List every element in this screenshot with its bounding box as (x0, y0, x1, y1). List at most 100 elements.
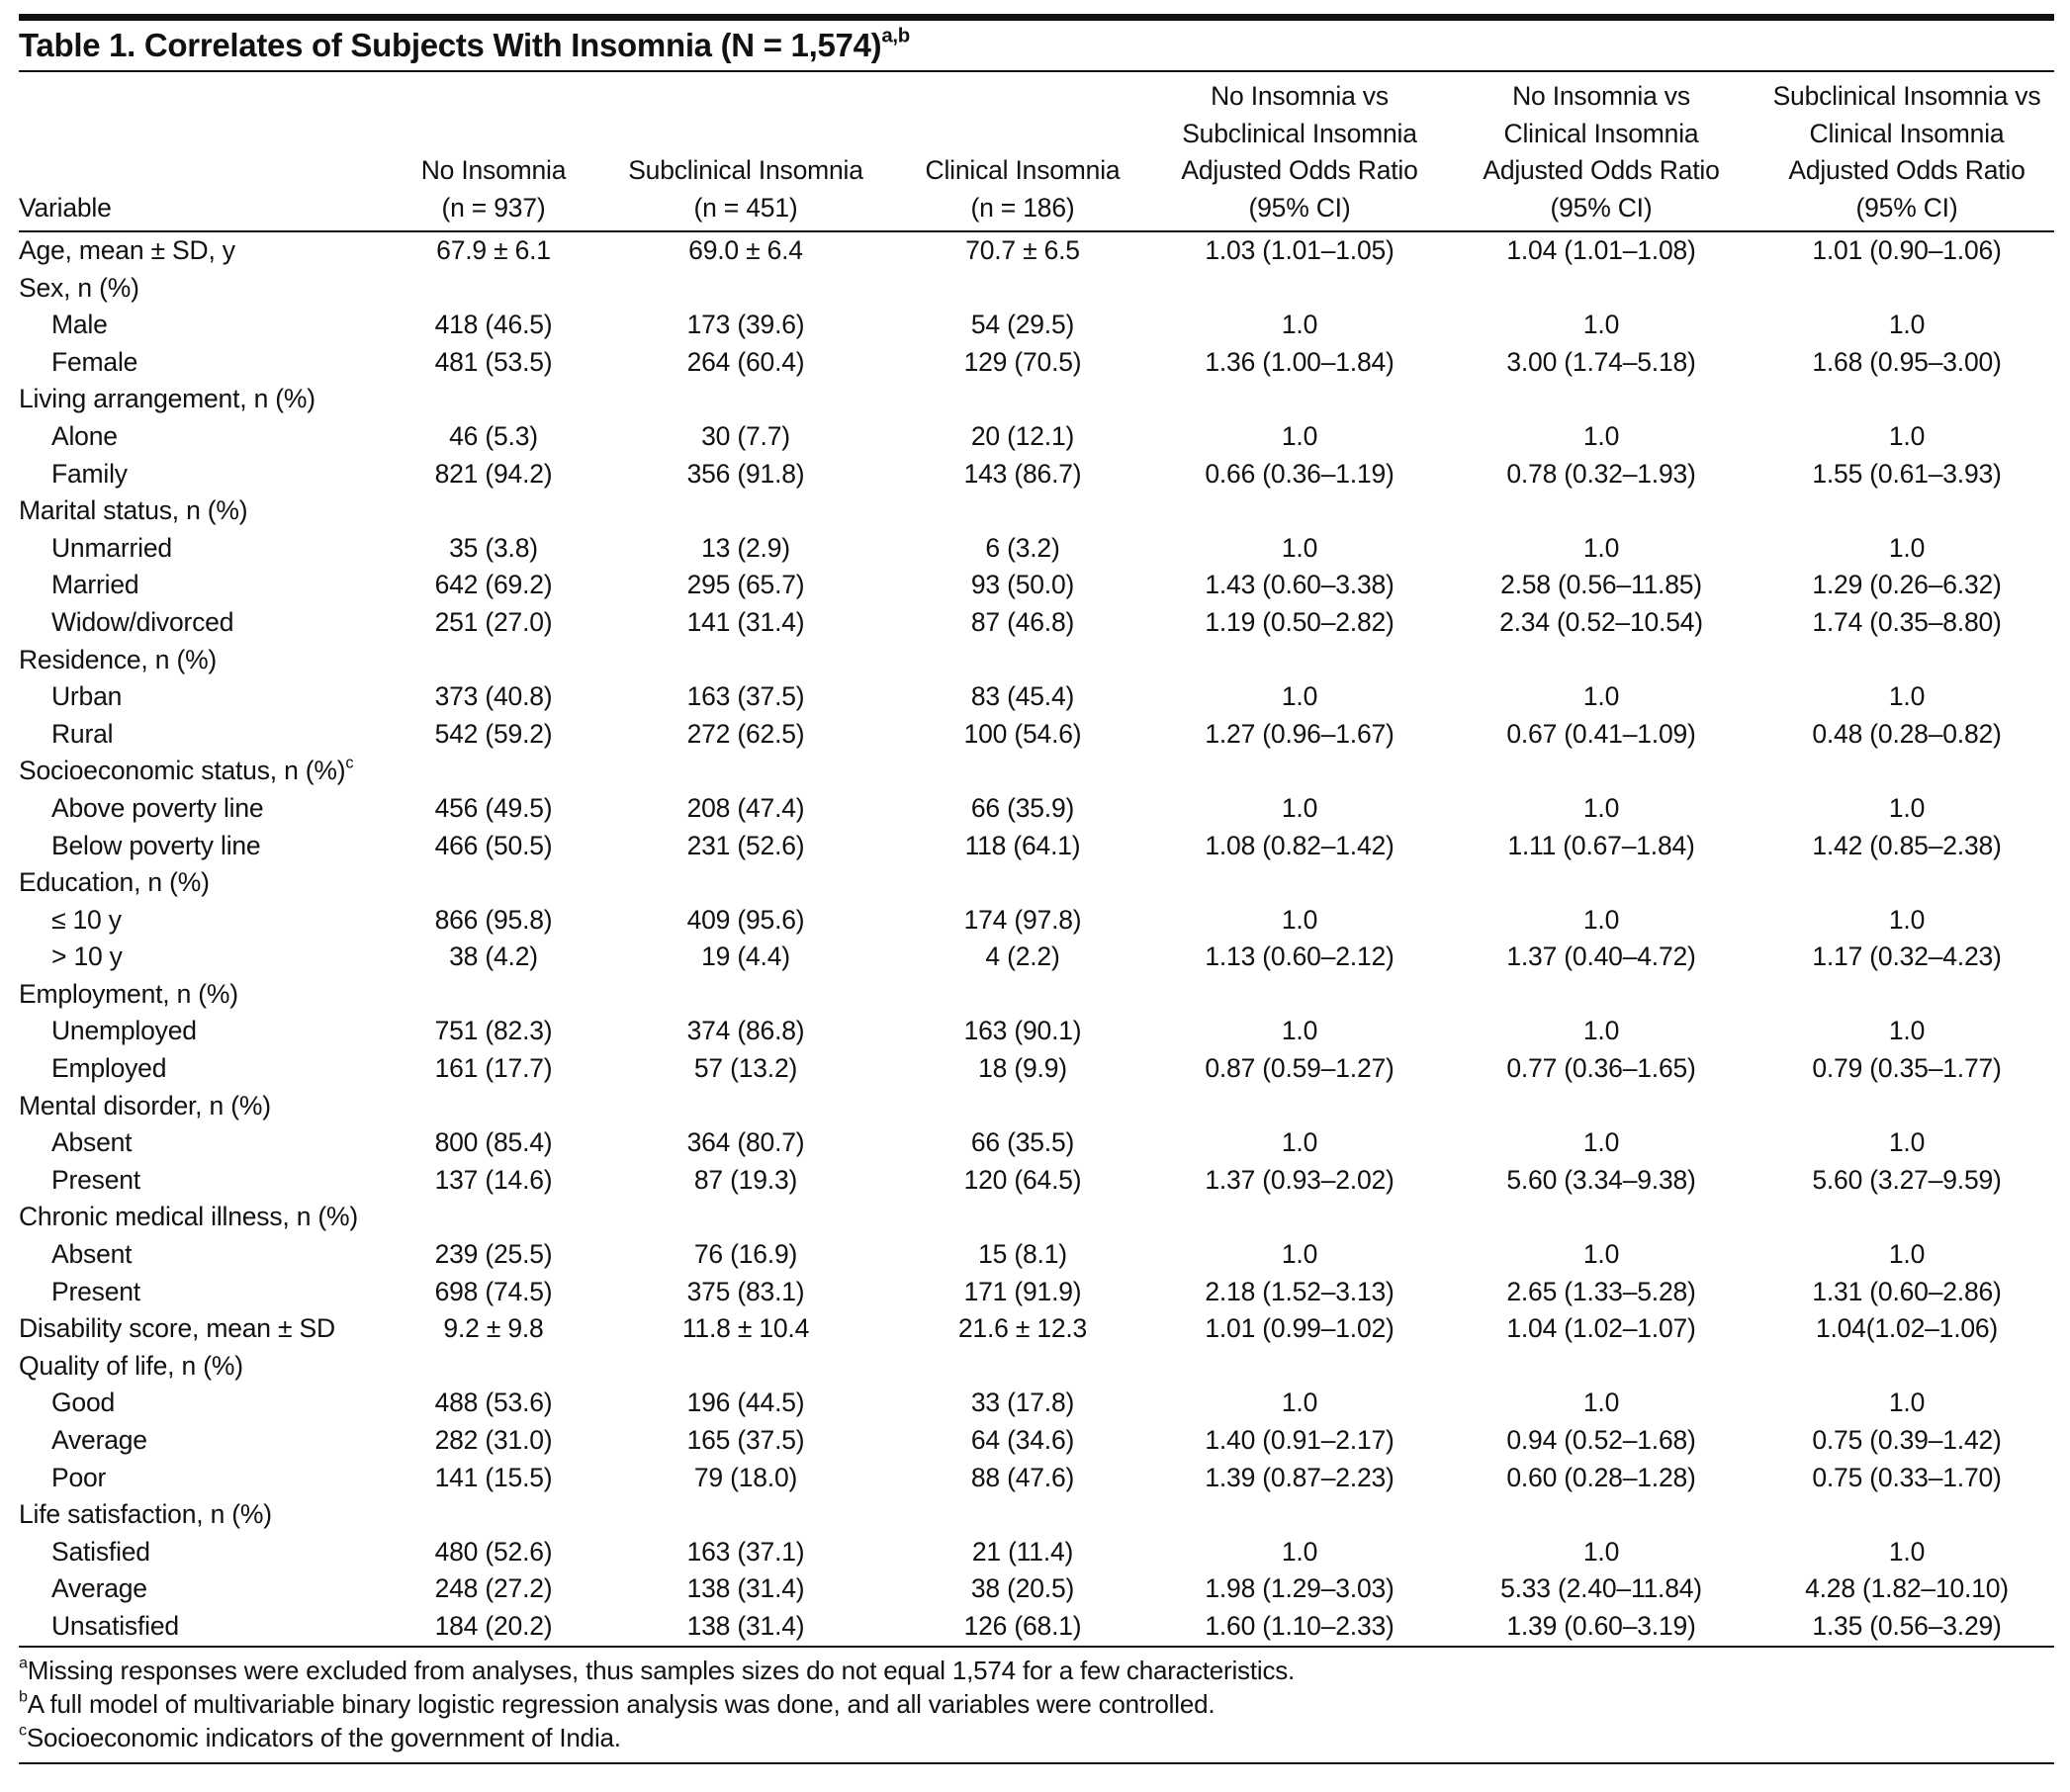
value-cell: 1.0 (1156, 678, 1443, 716)
sub-row: Unmarried 35 (3.8) 13 (2.9) 6 (3.2) 1.0 1.0 1.… (19, 530, 2054, 568)
value-cell (385, 1348, 602, 1386)
value: 2.58 (0.56–11.85) (1500, 570, 1702, 600)
value-cell: 0.75 (0.33–1.70) (1759, 1460, 2054, 1497)
value-cell: 456 (49.5) (385, 790, 602, 828)
label-text: Disability score, mean ± SD (19, 1313, 335, 1344)
group-row: Age, mean ± SD, y 67.9 ± 6.1 69.0 ± 6.4 70.… (19, 231, 2054, 270)
footnote-mark: a (19, 1654, 28, 1672)
row-label: Chronic medical illness, n (%) (19, 1199, 385, 1236)
label-text: Mental disorder, n (%) (19, 1090, 271, 1120)
value-cell: 1.0 (1443, 678, 1759, 716)
footnote-mark: c (19, 1721, 27, 1740)
value-cell: 1.0 (1759, 790, 2054, 828)
value-cell: 33 (17.8) (889, 1385, 1156, 1422)
value-cell: 1.39 (0.87–2.23) (1156, 1460, 1443, 1497)
value-cell: 5.60 (3.34–9.38) (1443, 1162, 1759, 1200)
value-cell (1156, 381, 1443, 418)
value-cell (1759, 381, 2054, 418)
value: 196 (44.5) (686, 1388, 805, 1418)
value: 1.0 (1582, 310, 1620, 340)
value-cell: 0.77 (0.36–1.65) (1443, 1050, 1759, 1088)
value-cell: 1.68 (0.95–3.00) (1759, 344, 2054, 382)
group-row: Disability score, mean ± SD 9.2 ± 9.8 11.8… (19, 1310, 2054, 1348)
value: 1.0 (1281, 1388, 1318, 1418)
value-cell (602, 1199, 889, 1236)
value-cell (602, 753, 889, 790)
sub-row: Female 481 (53.5) 264 (60.4) 129 (70.5) 1.36… (19, 344, 2054, 382)
value: 70.7 ± 6.5 (965, 235, 1080, 265)
group-row: Mental disorder, n (%) (19, 1088, 2054, 1125)
label-text: Male (51, 310, 108, 340)
value-cell: 1.36 (1.00–1.84) (1156, 344, 1443, 382)
value: 174 (97.8) (963, 904, 1082, 935)
value: 87 (19.3) (693, 1164, 798, 1195)
value-cell (1156, 270, 1443, 308)
value-cell (602, 493, 889, 530)
sub-row: Alone 46 (5.3) 30 (7.7) 20 (12.1) 1.0 1.0 1.0 (19, 418, 2054, 456)
value: 1.0 (1281, 1536, 1318, 1567)
row-label: Unsatisfied (19, 1608, 385, 1647)
group-row: Living arrangement, n (%) (19, 381, 2054, 418)
value-cell (1443, 1496, 1759, 1534)
value-cell: 1.0 (1759, 307, 2054, 344)
value-cell: 1.0 (1156, 1013, 1443, 1050)
value-cell: 1.40 (0.91–2.17) (1156, 1422, 1443, 1460)
label-text: Rural (51, 718, 114, 749)
group-row: Employment, n (%) (19, 976, 2054, 1014)
header-line: (95% CI) (1855, 192, 1958, 223)
value-cell: 38 (20.5) (889, 1570, 1156, 1608)
value: 18 (9.9) (978, 1053, 1067, 1084)
value-cell (385, 381, 602, 418)
value: 100 (54.6) (963, 718, 1082, 749)
row-label: Urban (19, 678, 385, 716)
value: 118 (64.1) (964, 830, 1081, 860)
value-cell: 264 (60.4) (602, 344, 889, 382)
group-row: Marital status, n (%) (19, 493, 2054, 530)
value-cell: 542 (59.2) (385, 716, 602, 754)
sub-row: Above poverty line 456 (49.5) 208 (47.4) 66… (19, 790, 2054, 828)
value-cell: 76 (16.9) (602, 1236, 889, 1274)
value-cell: 642 (69.2) (385, 567, 602, 604)
value-cell (1443, 976, 1759, 1014)
value-cell: 126 (68.1) (889, 1608, 1156, 1647)
value-cell (1156, 1496, 1443, 1534)
value: 1.0 (1281, 681, 1318, 712)
value: 800 (85.4) (434, 1127, 553, 1158)
header-line: No Insomnia (420, 155, 567, 185)
value-cell: 69.0 ± 6.4 (602, 231, 889, 270)
value: 409 (95.6) (686, 904, 805, 935)
value-cell: 138 (31.4) (602, 1608, 889, 1647)
header-cell: Clinical Insomnia (n = 186) (889, 72, 1156, 231)
value-cell: 295 (65.7) (602, 567, 889, 604)
value-cell (889, 493, 1156, 530)
value: 184 (20.2) (434, 1610, 553, 1641)
table-container: Table 1. Correlates of Subjects With Ins… (19, 14, 2054, 1764)
value-cell: 1.0 (1759, 902, 2054, 940)
value: 30 (7.7) (701, 420, 790, 451)
value-cell (1759, 1199, 2054, 1236)
value: 488 (53.6) (434, 1388, 553, 1418)
value-cell (602, 1496, 889, 1534)
value: 163 (37.1) (686, 1536, 805, 1567)
label-text: Unsatisfied (51, 1610, 179, 1641)
value: 163 (90.1) (963, 1016, 1082, 1046)
value-cell: 1.29 (0.26–6.32) (1759, 567, 2054, 604)
label-text: Female (51, 346, 138, 377)
value: 79 (18.0) (693, 1462, 798, 1492)
label-text: Sex, n (%) (19, 272, 139, 303)
value-cell: 2.58 (0.56–11.85) (1443, 567, 1759, 604)
value-cell: 0.78 (0.32–1.93) (1443, 456, 1759, 493)
value: 1.0 (1888, 792, 1926, 823)
label-text: Urban (51, 681, 123, 712)
value: 1.0 (1888, 1536, 1926, 1567)
value-cell: 1.42 (0.85–2.38) (1759, 828, 2054, 865)
value: 1.74 (0.35–8.80) (1812, 606, 2002, 637)
value-cell (1156, 1348, 1443, 1386)
value: 1.08 (0.82–1.42) (1205, 830, 1395, 860)
value: 138 (31.4) (686, 1573, 805, 1604)
value: 1.0 (1582, 532, 1620, 563)
value: 0.67 (0.41–1.09) (1506, 718, 1696, 749)
value-cell (602, 976, 889, 1014)
value: 173 (39.6) (686, 310, 805, 340)
value-cell: 488 (53.6) (385, 1385, 602, 1422)
